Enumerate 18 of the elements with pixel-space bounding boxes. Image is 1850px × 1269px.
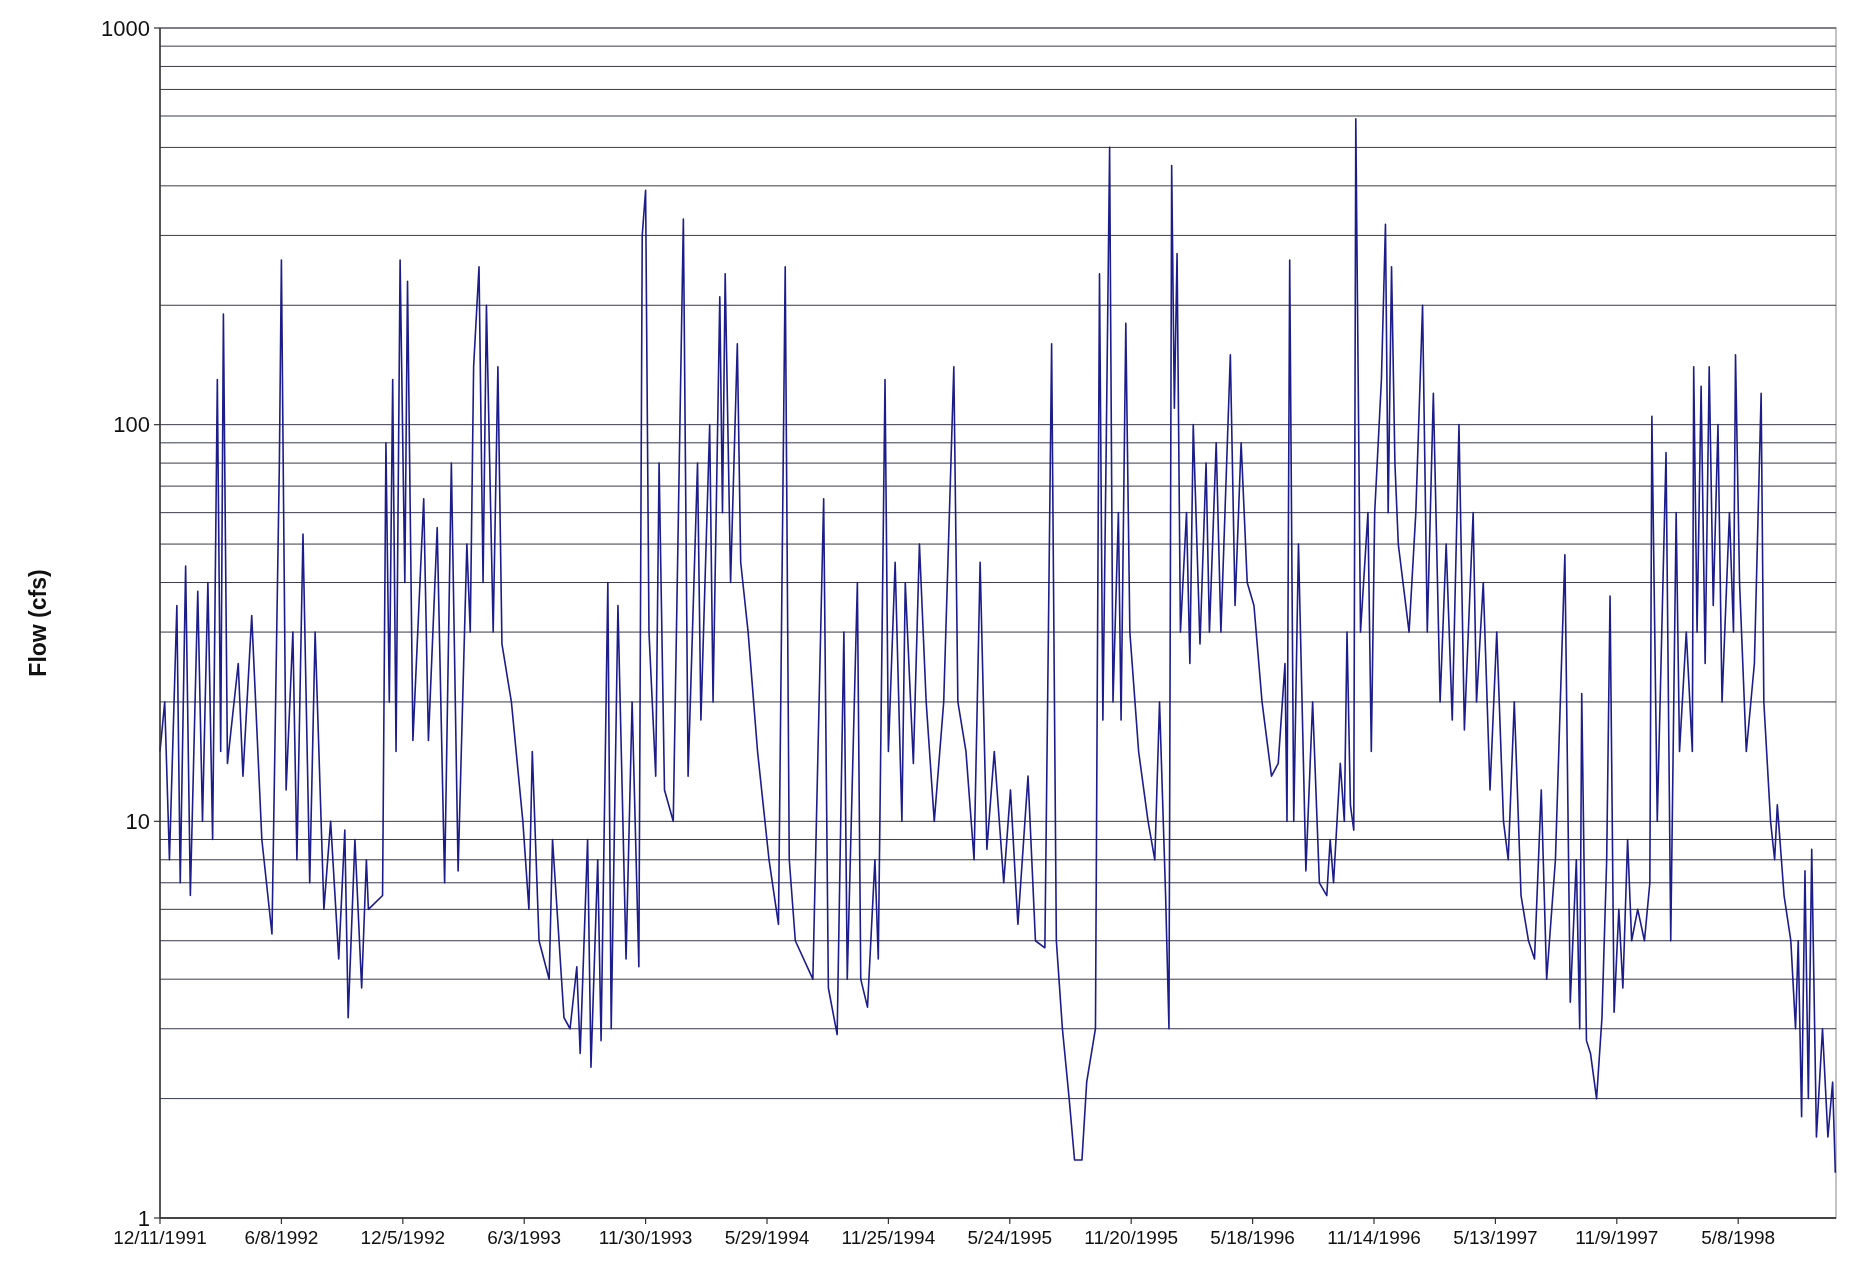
x-tick-label: 11/14/1996 — [1327, 1227, 1421, 1248]
x-tick-label: 5/18/1996 — [1210, 1227, 1295, 1248]
y-tick-label: 100 — [113, 412, 150, 438]
x-tick-label: 6/3/1993 — [487, 1227, 562, 1248]
line-series — [159, 118, 1837, 1174]
y-tick-label: 1000 — [101, 15, 150, 41]
y-tick-label: 10 — [125, 809, 150, 835]
x-tick-label: 6/8/1992 — [244, 1227, 319, 1248]
x-tick-label: 11/25/1994 — [841, 1227, 936, 1248]
y-axis-title: Flow (cfs) — [25, 569, 51, 677]
x-tick-label: 12/5/1992 — [360, 1227, 446, 1248]
x-tick-label: 5/24/1995 — [967, 1227, 1053, 1248]
x-tick-label: 5/8/1998 — [1701, 1227, 1776, 1248]
x-tick-label: 11/30/1993 — [598, 1227, 693, 1248]
x-tick-label: 5/13/1997 — [1453, 1227, 1538, 1248]
x-tick-label: 5/29/1994 — [724, 1227, 810, 1248]
x-tick-label: 11/9/1997 — [1575, 1227, 1659, 1248]
x-tick-label: 11/20/1995 — [1084, 1227, 1179, 1248]
